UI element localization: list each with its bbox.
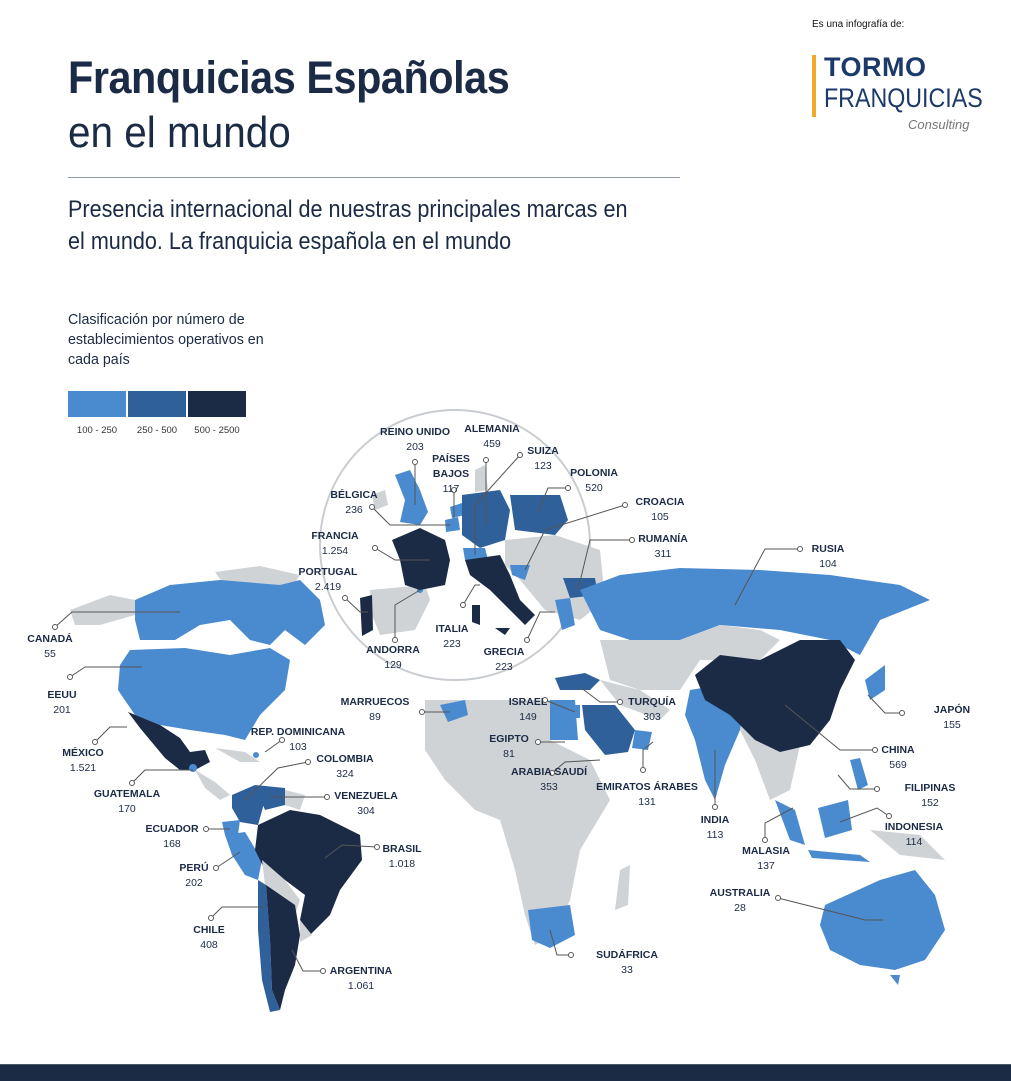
country-uae [632,730,652,750]
country-turkey [555,673,600,690]
country-greece [555,598,575,630]
title-divider [68,177,680,178]
label-mexico: MÉXICO 1.521 [62,747,104,774]
label-paises-bajos: PAÍSES BAJOS 117 [432,453,470,495]
country-south-africa [528,905,575,948]
country-chile [258,880,280,1012]
country-russia [580,568,930,655]
legend-item-tier2: 250 - 500 [128,391,186,436]
legend-item-tier3: 500 - 2500 [188,391,246,436]
logo-text-consulting: Consulting [908,117,970,132]
label-filipinas: FILIPINAS 152 [904,782,956,809]
label-rep-dominicana: REP. DOMINICANA 103 [250,726,346,753]
country-saudi [582,705,635,755]
footer-bar [0,1064,1011,1081]
legend-label: 100 - 250 [76,425,118,436]
label-peru: PERÚ 202 [179,862,209,889]
country-malaysia [775,800,805,845]
legend-label: 250 - 500 [136,425,178,436]
country-poland [510,495,568,535]
label-francia: FRANCIA 1.254 [311,530,359,557]
country-morocco [440,700,468,722]
label-israel: ISRAEL 149 [508,696,548,723]
country-uk [395,470,428,525]
label-italia: ITALIA 223 [435,623,469,650]
country-indonesia [818,800,852,838]
legend-item-tier1: 100 - 250 [68,391,126,436]
label-emiratos-arabes: EMIRATOS ÁRABES 131 [596,781,698,808]
country-mexico [128,712,210,770]
label-egipto: EGIPTO 81 [489,733,529,760]
label-brasil: BRASIL 1.018 [382,843,422,870]
label-japon: JAPÓN 155 [933,704,971,731]
legend-swatch [68,391,126,417]
label-malasia: MALASIA 137 [742,845,790,872]
country-brazil [255,810,362,935]
label-turquia: TURQUÍA 303 [628,696,676,723]
label-arabia-saudi: ARABIA SAUDÍ 353 [510,766,588,793]
label-chile: CHILE 408 [193,924,225,951]
label-colombia: COLOMBIA 324 [316,753,374,780]
byline: Es una infografía de: [812,19,905,30]
label-guatemala: GUATEMALA 170 [93,788,161,815]
country-canada [135,580,325,645]
country-portugal [360,595,373,636]
label-india: INDIA 113 [700,814,730,841]
legend-swatch [128,391,186,417]
page-title-secondary: en el mundo [68,108,291,157]
label-grecia: GRECIA 223 [483,646,525,673]
country-philippines [850,758,868,790]
page-title: Franquicias Españolas [68,52,510,103]
country-italy [465,555,535,625]
logo-text-tormo: TORMO [824,52,927,82]
country-china [695,640,855,752]
label-suiza: SUIZA 123 [527,445,559,472]
tormo-franquicias-logo: TORMO FRANQUICIAS Consulting [812,52,983,136]
label-portugal: PORTUGAL 2.419 [298,566,358,593]
label-eeuu: EEUU 201 [47,689,77,716]
legend-title: Clasificación por número de establecimie… [68,311,264,368]
legend-swatch [188,391,246,417]
label-indonesia: INDONESIA 114 [884,821,944,848]
label-venezuela: VENEZUELA 304 [334,790,398,817]
label-china: CHINA 569 [881,744,915,771]
country-peru [225,832,262,880]
country-ecuador [222,820,240,835]
label-canada: CANADÁ 55 [27,633,73,660]
label-croacia: CROACIA 105 [635,496,685,523]
logo-accent-bar [812,55,816,117]
label-andorra: ANDORRA 129 [366,644,420,671]
label-argentina: ARGENTINA 1.061 [329,965,393,992]
page-subtitle: Presencia internacional de nuestras prin… [68,196,628,255]
country-argentina [266,885,300,1010]
logo-text-franquicias: FRANQUICIAS [824,83,983,113]
label-marruecos: MARRUECOS 89 [340,696,410,723]
legend: 100 - 250 250 - 500 500 - 2500 [68,391,246,436]
country-japan [865,665,885,700]
country-egypt [550,700,578,740]
label-australia: AUSTRALIA 28 [709,887,771,914]
label-rusia: RUSIA 104 [811,543,845,570]
label-polonia: POLONIA 520 [570,467,618,494]
label-alemania: ALEMANIA 459 [464,423,520,450]
legend-label: 500 - 2500 [194,425,240,436]
label-rumania: RUMANÍA 311 [638,533,688,560]
country-colombia [232,785,265,825]
europe-inset-circle [319,409,591,681]
country-france [392,528,450,590]
label-reino-unido: REINO UNIDO 203 [379,426,451,453]
label-sudafrica: SUDÁFRICA 33 [596,949,658,976]
label-belgica: BÉLGICA 236 [330,489,378,516]
country-croatia [510,565,530,580]
country-usa [118,648,290,740]
label-ecuador: ECUADOR 168 [145,823,199,850]
country-belgium [445,517,460,532]
